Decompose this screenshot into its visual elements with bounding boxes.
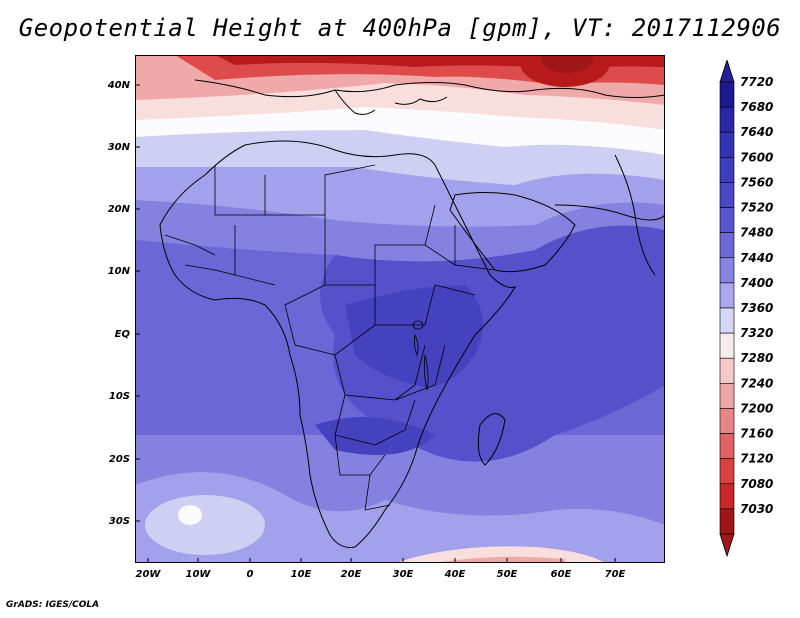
colorbar-label: 7030 bbox=[740, 502, 773, 516]
colorbar-swatch bbox=[719, 207, 735, 233]
chart-title: Geopotential Height at 400hPa [gpm], VT:… bbox=[18, 14, 782, 42]
field-trough bbox=[320, 195, 665, 462]
field-south-pale bbox=[145, 495, 265, 555]
colorbar-swatch bbox=[719, 106, 735, 133]
colorbar-label: 7360 bbox=[740, 301, 773, 315]
lat-label: 10S bbox=[108, 391, 130, 402]
colorbar-label: 7160 bbox=[740, 427, 773, 441]
colorbar-label: 7680 bbox=[740, 100, 773, 114]
colorbar-swatch bbox=[719, 383, 735, 409]
lat-label: 30S bbox=[108, 516, 130, 527]
colorbar-swatch bbox=[719, 81, 735, 108]
lon-label: 70E bbox=[604, 569, 626, 580]
colorbar-swatch bbox=[719, 257, 735, 284]
lon-label: 50E bbox=[496, 569, 518, 580]
colorbar-label: 7480 bbox=[740, 226, 773, 240]
colorbar: 7720 7680 7640 7600 7560 7520 7480 7440 7400 7360… bbox=[719, 60, 773, 558]
colorbar-label: 7520 bbox=[740, 201, 773, 215]
lat-label: 40N bbox=[107, 80, 130, 91]
country-borders bbox=[164, 164, 496, 511]
lat-label: EQ bbox=[114, 329, 130, 340]
colorbar-label: 7280 bbox=[740, 351, 773, 365]
lon-label: 30E bbox=[392, 569, 414, 580]
lon-label: 10E bbox=[290, 569, 312, 580]
colorbar-label: 7080 bbox=[740, 477, 773, 491]
colorbar-label: 7440 bbox=[740, 251, 773, 265]
colorbar-swatch bbox=[719, 232, 735, 259]
colorbar-label: 7640 bbox=[740, 125, 773, 139]
colorbar-label: 7240 bbox=[740, 376, 773, 390]
colorbar-swatch bbox=[719, 332, 735, 359]
field-ne-core bbox=[541, 55, 593, 73]
lat-label: 20S bbox=[108, 454, 130, 465]
colorbar-swatch bbox=[719, 357, 735, 384]
field-south-lavender bbox=[135, 472, 665, 563]
colorbar-bottom-arrow bbox=[719, 533, 735, 558]
colorbar-label: 7400 bbox=[740, 276, 773, 290]
map-plot bbox=[135, 55, 665, 563]
colorbar-top-arrow bbox=[719, 60, 735, 83]
colorbar-label: 7600 bbox=[740, 150, 773, 164]
colorbar-swatch bbox=[719, 282, 735, 309]
colorbar-label: 7120 bbox=[740, 452, 773, 466]
grads-credit: GrADS: IGES/COLA bbox=[6, 600, 100, 610]
map-frame bbox=[135, 55, 665, 563]
lon-label: 0 bbox=[246, 569, 254, 580]
colorbar-swatch bbox=[719, 408, 735, 434]
colorbar-label: 7560 bbox=[740, 175, 773, 189]
colorbar-label: 7720 bbox=[740, 75, 773, 89]
field-south-white bbox=[178, 505, 202, 525]
lon-label: 40E bbox=[444, 569, 466, 580]
colorbar-swatch bbox=[719, 131, 735, 158]
lon-label: 10W bbox=[185, 569, 211, 580]
field-core bbox=[345, 285, 483, 387]
lat-label: 10N bbox=[107, 266, 130, 277]
colorbar-swatch bbox=[719, 433, 735, 459]
colorbar-label: 7320 bbox=[740, 326, 773, 340]
colorbar-swatch bbox=[719, 307, 735, 334]
colorbar-swatch bbox=[719, 157, 735, 183]
colorbar-label: 7200 bbox=[740, 401, 773, 415]
colorbar-swatch bbox=[719, 182, 735, 208]
field-south-pink2 bbox=[435, 556, 565, 563]
colorbar-swatch bbox=[719, 508, 735, 535]
coastlines bbox=[159, 79, 665, 548]
lon-label: 20E bbox=[340, 569, 362, 580]
field-core2 bbox=[315, 417, 435, 455]
lon-label: 20W bbox=[135, 569, 161, 580]
lakes bbox=[412, 320, 429, 391]
colorbar-swatch bbox=[719, 458, 735, 485]
colorbar-swatch bbox=[719, 483, 735, 510]
lat-label: 20N bbox=[107, 204, 130, 215]
lon-label: 60E bbox=[550, 569, 572, 580]
lat-label: 30N bbox=[107, 142, 130, 153]
